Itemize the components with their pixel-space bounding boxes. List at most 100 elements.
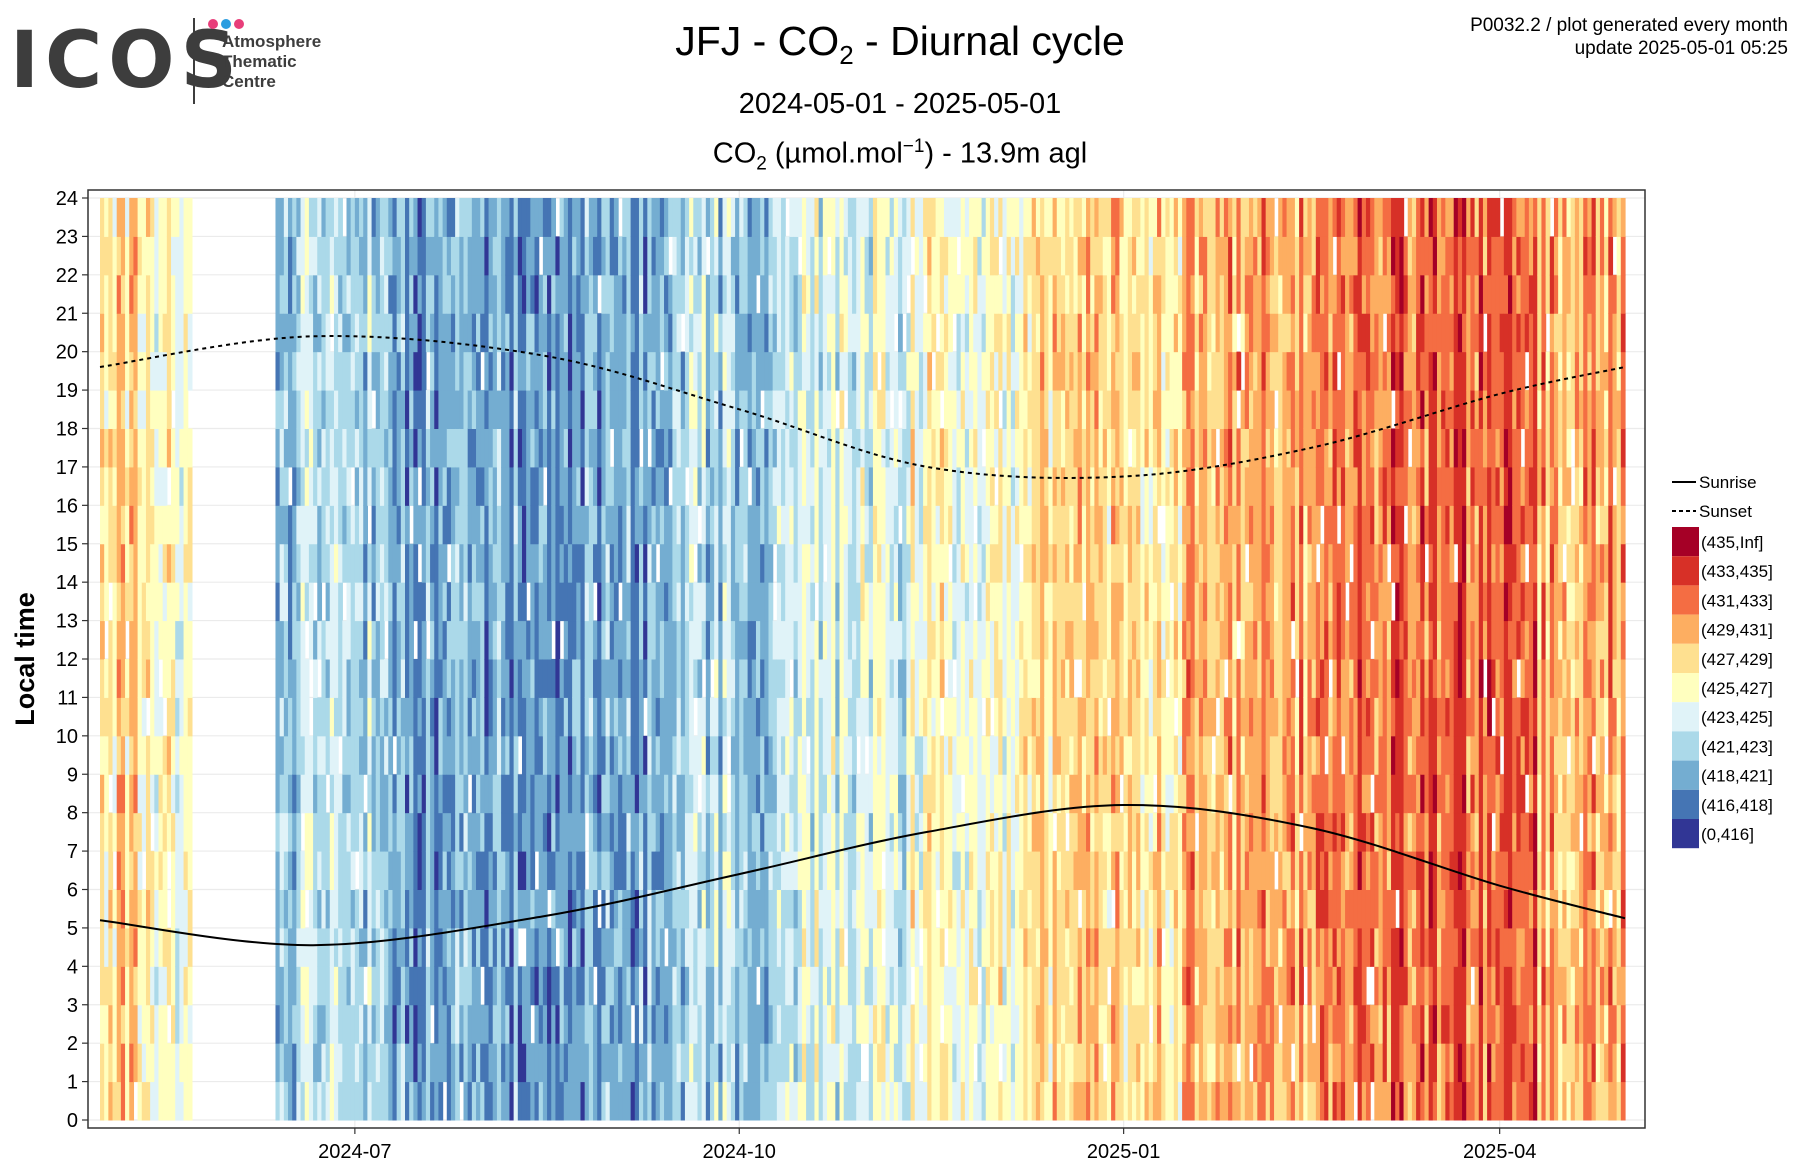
heatmap-cell	[446, 236, 452, 276]
heatmap-cell	[145, 198, 151, 237]
heatmap-cell	[680, 697, 686, 737]
heatmap-cell	[171, 966, 176, 1006]
heatmap-cell	[100, 851, 105, 890]
heatmap-cell	[409, 966, 414, 1006]
heatmap-cell	[288, 735, 293, 775]
heatmap-cell	[308, 198, 314, 237]
heatmap-cell	[935, 697, 941, 737]
heatmap-cell	[120, 351, 126, 391]
heatmap-cell	[969, 851, 974, 890]
heatmap-cell	[705, 505, 711, 545]
heatmap-cell	[781, 851, 786, 890]
heatmap-cell	[572, 812, 577, 852]
heatmap-cell	[304, 390, 310, 429]
heatmap-cell	[760, 812, 765, 852]
heatmap-cell	[889, 351, 895, 391]
heatmap-cell	[567, 428, 573, 468]
heatmap-cell	[342, 1043, 348, 1083]
heatmap-cell	[638, 927, 644, 967]
heatmap-cell	[505, 1081, 511, 1121]
heatmap-cell	[547, 1004, 552, 1044]
heatmap-cell	[317, 274, 323, 314]
heatmap-cell	[609, 735, 615, 775]
heatmap-cell	[847, 1043, 853, 1083]
heatmap-cell	[856, 927, 862, 967]
heatmap-cell	[751, 774, 757, 814]
heatmap-cell	[551, 390, 557, 429]
heatmap-cell	[839, 236, 845, 276]
heatmap-cell	[338, 1081, 343, 1121]
heatmap-cell	[308, 390, 314, 429]
heatmap-cell	[634, 927, 640, 967]
heatmap-cell	[375, 774, 381, 814]
heatmap-cell	[141, 198, 147, 237]
heatmap-cell	[768, 620, 774, 660]
heatmap-cell	[898, 735, 903, 775]
heatmap-cell	[797, 659, 803, 698]
heatmap-cell	[363, 851, 368, 890]
heatmap-cell	[338, 697, 343, 737]
heatmap-cell	[292, 351, 297, 391]
heatmap-cell	[914, 889, 920, 929]
heatmap-cell	[1031, 735, 1037, 775]
heatmap-cell	[183, 735, 189, 775]
heatmap-cell	[409, 1081, 414, 1121]
heatmap-cell	[488, 1004, 494, 1044]
heatmap-cell	[555, 735, 561, 775]
heatmap-cell	[367, 543, 373, 583]
heatmap-cell	[329, 620, 335, 660]
heatmap-cell	[910, 927, 916, 967]
heatmap-cell	[576, 236, 582, 276]
heatmap-cell	[1006, 927, 1012, 967]
heatmap-cell	[526, 1043, 531, 1083]
heatmap-cell	[547, 582, 552, 622]
heatmap-cell	[125, 659, 130, 698]
heatmap-cell	[730, 966, 736, 1006]
heatmap-cell	[137, 543, 143, 583]
heatmap-cell	[162, 774, 168, 814]
heatmap-cell	[969, 697, 974, 737]
heatmap-cell	[317, 774, 323, 814]
heatmap-cell	[630, 505, 636, 545]
heatmap-cell	[467, 274, 473, 314]
heatmap-cell	[801, 812, 807, 852]
heatmap-cell	[651, 735, 657, 775]
heatmap-cell	[822, 620, 828, 660]
heatmap-cell	[459, 505, 465, 545]
heatmap-cell	[112, 390, 118, 429]
heatmap-cell	[534, 697, 540, 737]
heatmap-cell	[835, 313, 841, 353]
heatmap-cell	[275, 889, 281, 929]
heatmap-cell	[517, 889, 523, 929]
heatmap-cell	[852, 1043, 857, 1083]
heatmap-cell	[593, 774, 598, 814]
heatmap-cell	[296, 966, 302, 1006]
heatmap-cell	[902, 1081, 907, 1121]
heatmap-cell	[638, 466, 644, 506]
heatmap-cell	[647, 966, 653, 1006]
heatmap-cell	[618, 1043, 623, 1083]
heatmap-cell	[467, 313, 473, 353]
heatmap-cell	[279, 812, 285, 852]
heatmap-cell	[902, 466, 907, 506]
heatmap-cell	[133, 428, 139, 468]
heatmap-cell	[501, 428, 506, 468]
heatmap-cell	[872, 697, 878, 737]
heatmap-cell	[826, 351, 832, 391]
heatmap-cell	[175, 466, 180, 506]
heatmap-cell	[634, 774, 640, 814]
heatmap-cell	[964, 812, 970, 852]
heatmap-cell	[567, 697, 573, 737]
heatmap-cell	[668, 351, 673, 391]
heatmap-cell	[969, 466, 974, 506]
heatmap-cell	[551, 466, 557, 506]
heatmap-cell	[484, 1043, 490, 1083]
heatmap-cell	[551, 889, 557, 929]
heatmap-cell	[476, 236, 481, 276]
heatmap-cell	[559, 735, 565, 775]
heatmap-cell	[350, 966, 356, 1006]
heatmap-cell	[526, 851, 531, 890]
heatmap-cell	[133, 774, 139, 814]
heatmap-cell	[400, 927, 406, 967]
heatmap-cell	[530, 313, 536, 353]
